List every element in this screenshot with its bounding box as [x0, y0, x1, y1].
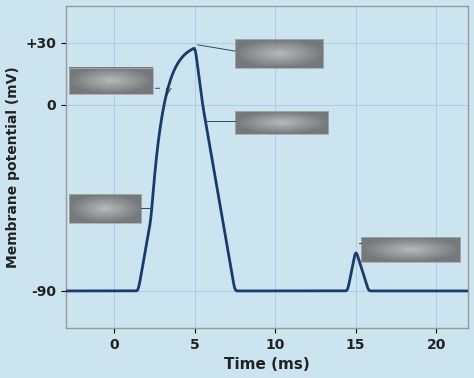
- Bar: [235, 111, 328, 134]
- Bar: [235, 39, 323, 68]
- X-axis label: Time (ms): Time (ms): [224, 358, 310, 372]
- Bar: [69, 68, 153, 94]
- Text: y: y: [164, 87, 171, 96]
- Y-axis label: Membrane potential (mV): Membrane potential (mV): [6, 66, 19, 268]
- Bar: [69, 194, 141, 223]
- Bar: [361, 237, 460, 262]
